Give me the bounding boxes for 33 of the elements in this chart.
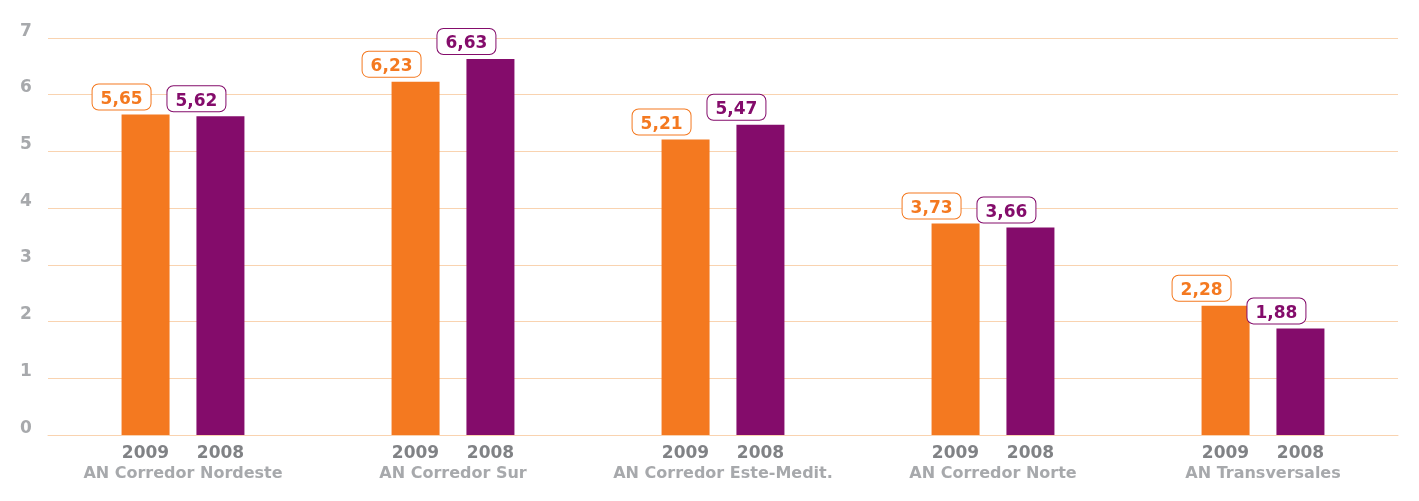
data-label: 5,62	[175, 89, 218, 110]
text: 2008	[1276, 441, 1325, 462]
x-tick-label: AN Corredor Este-Medit.	[613, 462, 833, 482]
y-tick-label: 6	[20, 76, 32, 97]
y-tick-label: 0	[20, 416, 32, 437]
x-tick-label: AN Corredor Sur	[379, 462, 527, 482]
series-label: 2008	[196, 441, 245, 462]
text: 2008	[466, 441, 515, 462]
y-tick-label: 1	[20, 359, 32, 380]
data-label: 6,63	[445, 32, 488, 53]
y-tick-label: 4	[20, 189, 32, 210]
text: 2008	[1006, 441, 1055, 462]
data-label: 5,47	[715, 98, 758, 119]
x-tick-label: AN Corredor Nordeste	[83, 462, 283, 482]
text: 2009	[931, 441, 980, 462]
data-label: 6,23	[370, 55, 413, 76]
data-label: 5,65	[100, 88, 143, 109]
x-tick-label: AN Transversales	[1185, 462, 1341, 482]
y-tick-label: 3	[20, 246, 32, 267]
text: 2009	[391, 441, 440, 462]
series-label: 2009	[121, 441, 170, 462]
data-label: 1,88	[1255, 301, 1298, 322]
data-label: 2,28	[1180, 279, 1223, 300]
y-tick-label: 2	[20, 303, 32, 324]
data-label: 3,73	[910, 196, 953, 217]
y-tick-label: 7	[20, 19, 32, 40]
data-label: 5,21	[640, 113, 683, 134]
x-tick-label: AN Corredor Norte	[909, 462, 1077, 482]
y-tick-label: 5	[20, 132, 32, 153]
text: 2009	[1201, 441, 1250, 462]
text: 2009	[661, 441, 710, 462]
data-label: 3,66	[985, 200, 1028, 221]
text: 2008	[736, 441, 785, 462]
